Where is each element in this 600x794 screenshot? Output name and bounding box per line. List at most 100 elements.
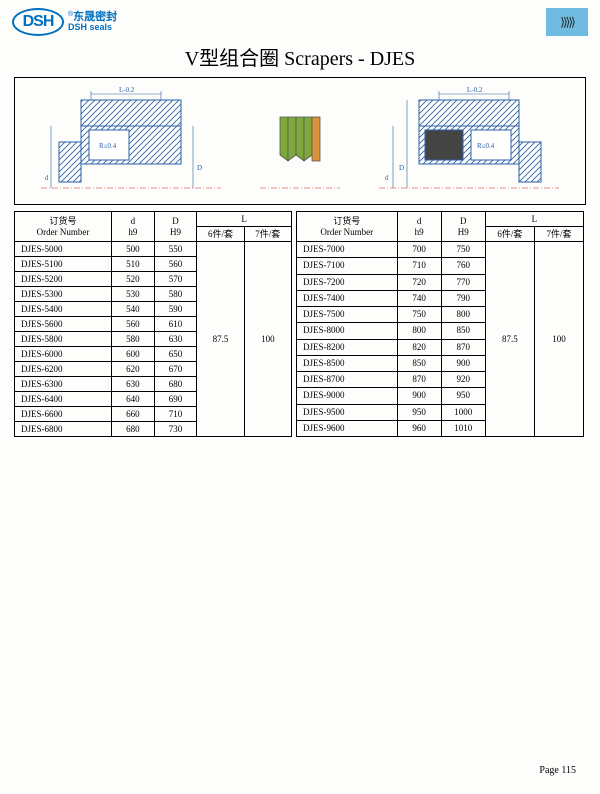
cell-d: 680 [112,422,155,437]
cell-big-d: 950 [441,388,485,404]
cell-order: DJES-9600 [297,420,398,436]
cell-order: DJES-5800 [15,332,112,347]
cell-l7: 100 [244,242,291,437]
cell-order: DJES-5600 [15,317,112,332]
cell-d: 580 [112,332,155,347]
cell-d: 870 [397,372,441,388]
cell-big-d: 570 [154,272,197,287]
cell-d: 800 [397,323,441,339]
cell-big-d: 850 [441,323,485,339]
header-big-d: DH9 [154,212,197,242]
svg-text:R≤0.4: R≤0.4 [477,142,495,150]
cell-big-d: 1000 [441,404,485,420]
header-l6: 6件/套 [485,227,534,242]
cell-order: DJES-9000 [297,388,398,404]
header-l6: 6件/套 [197,227,244,242]
cell-order: DJES-6400 [15,392,112,407]
cell-order: DJES-8500 [297,355,398,371]
svg-text:d: d [385,174,389,182]
cell-big-d: 610 [154,317,197,332]
cell-d: 710 [397,258,441,274]
cell-l6: 87.5 [197,242,244,437]
cell-order: DJES-7400 [297,290,398,306]
cell-order: DJES-7200 [297,274,398,290]
cell-d: 700 [397,242,441,258]
svg-text:D: D [197,164,202,172]
svg-text:d: d [45,174,49,182]
cell-big-d: 730 [154,422,197,437]
cell-d: 540 [112,302,155,317]
header-big-d: DH9 [441,212,485,242]
technical-diagram: R≤0.4 L-0.2 d D R≤0.4 [14,77,586,205]
header-l7: 7件/套 [534,227,583,242]
cell-big-d: 650 [154,347,197,362]
cell-order: DJES-6600 [15,407,112,422]
cell-big-d: 900 [441,355,485,371]
cell-big-d: 870 [441,339,485,355]
data-tables: 订货号Order Number dh9 DH9 L 6件/套 7件/套 DJES… [14,211,586,437]
cell-d: 740 [397,290,441,306]
cell-order: DJES-6000 [15,347,112,362]
svg-text:L-0.2: L-0.2 [119,86,135,94]
cell-big-d: 670 [154,362,197,377]
product-badge-icon: ⟩⟩⟩⟩⟩ [546,8,588,36]
cell-big-d: 920 [441,372,485,388]
header-l: L [485,212,583,227]
cell-d: 960 [397,420,441,436]
cell-d: 600 [112,347,155,362]
cell-big-d: 710 [154,407,197,422]
cell-order: DJES-7100 [297,258,398,274]
cell-order: DJES-5400 [15,302,112,317]
cell-big-d: 580 [154,287,197,302]
cell-order: DJES-8700 [297,372,398,388]
cell-d: 950 [397,404,441,420]
cell-d: 850 [397,355,441,371]
cell-d: 620 [112,362,155,377]
cell-d: 660 [112,407,155,422]
cell-big-d: 770 [441,274,485,290]
spec-table-left: 订货号Order Number dh9 DH9 L 6件/套 7件/套 DJES… [14,211,292,437]
cell-d: 900 [397,388,441,404]
cell-big-d: 750 [441,242,485,258]
cell-order: DJES-6200 [15,362,112,377]
cross-section-left-icon: R≤0.4 L-0.2 d D [41,82,221,200]
cell-big-d: 800 [441,307,485,323]
header: DSH ®东晟密封 DSH seals ⟩⟩⟩⟩⟩ [0,0,600,40]
cell-order: DJES-5100 [15,257,112,272]
spec-table-right: 订货号Order Number dh9 DH9 L 6件/套 7件/套 DJES… [296,211,584,437]
cell-d: 630 [112,377,155,392]
logo-mark: DSH [12,8,64,36]
header-d: dh9 [397,212,441,242]
cell-big-d: 790 [441,290,485,306]
cell-d: 510 [112,257,155,272]
cell-order: DJES-6800 [15,422,112,437]
cell-big-d: 760 [441,258,485,274]
header-order: 订货号Order Number [297,212,398,242]
cell-order: DJES-8200 [297,339,398,355]
cell-order: DJES-5000 [15,242,112,257]
header-l: L [197,212,292,227]
cell-d: 750 [397,307,441,323]
cell-d: 720 [397,274,441,290]
cell-big-d: 1010 [441,420,485,436]
cell-big-d: 590 [154,302,197,317]
page-title: V型组合圈 Scrapers - DJES [0,42,600,71]
cell-l7: 100 [534,242,583,437]
header-l7: 7件/套 [244,227,291,242]
cell-d: 520 [112,272,155,287]
svg-text:L-0.2: L-0.2 [467,86,483,94]
cell-d: 640 [112,392,155,407]
cell-l6: 87.5 [485,242,534,437]
svg-text:D: D [399,164,404,172]
cell-order: DJES-6300 [15,377,112,392]
table-row: DJES-700070075087.5100 [297,242,584,258]
cross-section-right-icon: R≤0.4 L-0.2 d D [379,82,559,200]
cell-order: DJES-7000 [297,242,398,258]
header-d: dh9 [112,212,155,242]
cell-order: DJES-5200 [15,272,112,287]
table-row: DJES-500050055087.5100 [15,242,292,257]
cell-big-d: 690 [154,392,197,407]
svg-text:R≤0.4: R≤0.4 [99,142,117,150]
header-order: 订货号Order Number [15,212,112,242]
cell-big-d: 550 [154,242,197,257]
